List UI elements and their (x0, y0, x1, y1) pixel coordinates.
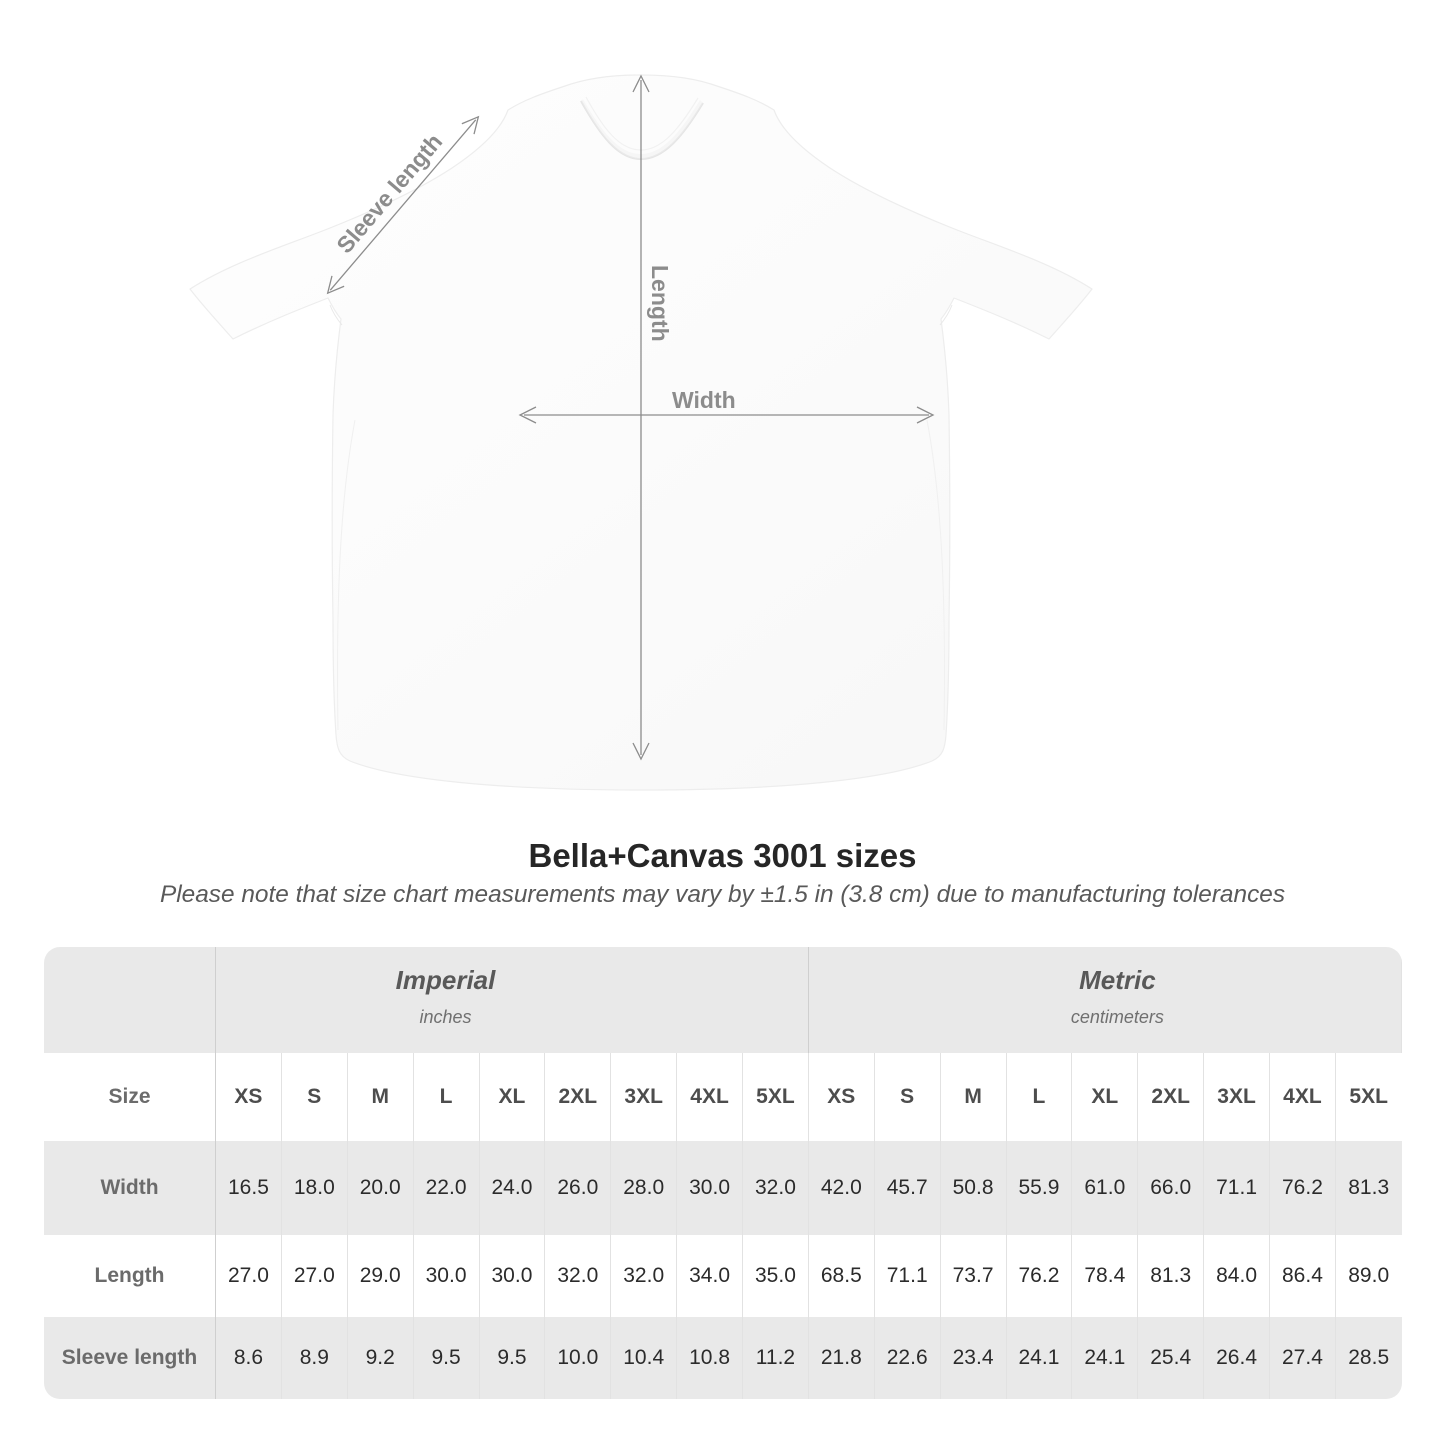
svg-text:Width: Width (672, 387, 736, 413)
svg-text:Length: Length (647, 265, 673, 342)
